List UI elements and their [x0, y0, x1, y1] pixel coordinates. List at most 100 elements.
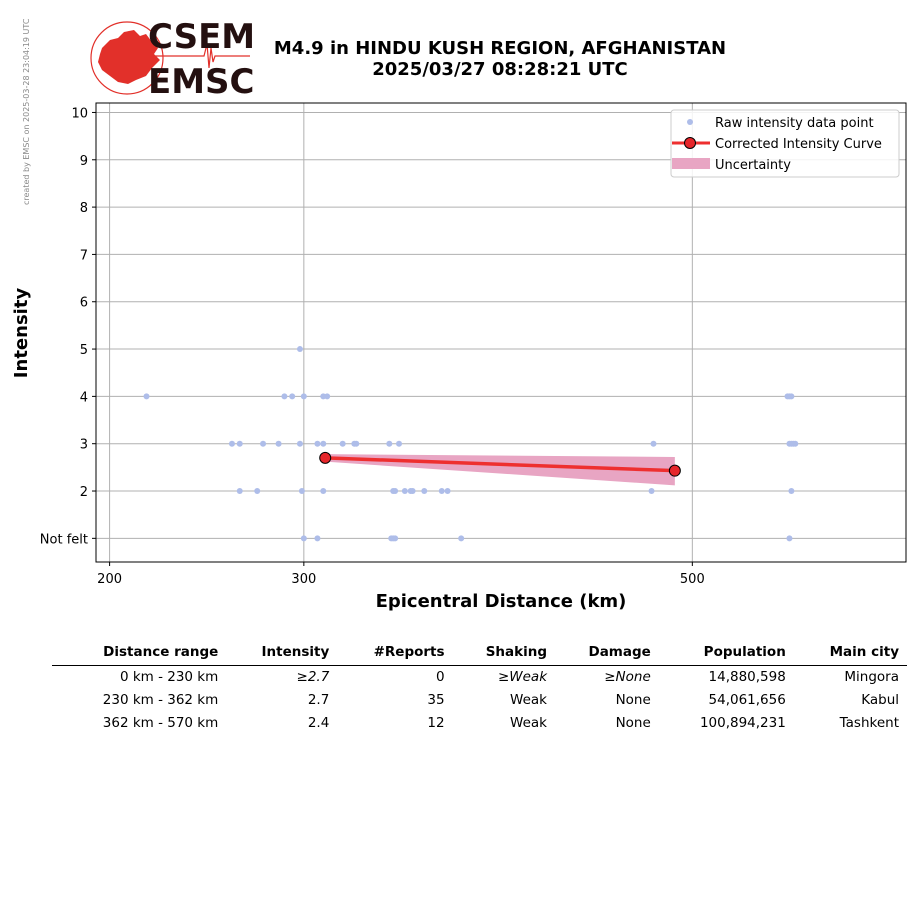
y-tick-label: 8: [80, 201, 88, 216]
raw-data-point: [143, 393, 150, 400]
raw-data-point: [421, 488, 428, 495]
logo-seismogram: [150, 43, 250, 69]
raw-data-point: [392, 488, 399, 495]
y-tick-label: 3: [80, 438, 88, 453]
raw-data-point: [438, 488, 445, 495]
raw-data-point: [300, 535, 307, 542]
raw-data-point: [296, 440, 303, 447]
legend-uncertainty-label: Uncertainty: [715, 158, 791, 173]
raw-data-point: [458, 535, 465, 542]
raw-data-point: [409, 488, 416, 495]
raw-data-point: [300, 393, 307, 400]
raw-data-point: [353, 440, 360, 447]
y-tick-label: 7: [80, 248, 88, 263]
raw-data-point: [314, 535, 321, 542]
y-axis-label: Intensity: [11, 288, 32, 379]
y-tick-label: 4: [80, 390, 88, 405]
y-tick-label: 5: [80, 343, 88, 358]
intensity-curve-layer: [319, 451, 681, 477]
raw-data-point: [444, 488, 451, 495]
raw-data-point: [792, 440, 799, 447]
raw-data-point: [254, 488, 261, 495]
y-tick-label: 2: [80, 485, 88, 500]
raw-points-layer: [143, 346, 799, 542]
raw-data-point: [260, 440, 267, 447]
col-population: Population: [658, 640, 794, 666]
logo-text-emsc: EMSC: [148, 62, 255, 98]
cell-range: 0 km - 230 km: [119, 669, 219, 685]
cell-city: Kabul: [861, 692, 899, 708]
cell-population: 100,894,231: [699, 715, 786, 731]
grid-lines: [96, 103, 906, 562]
cell-intensity: 2.7: [307, 692, 330, 708]
col-reports: #Reports: [337, 640, 453, 666]
cell-population: 54,061,656: [708, 692, 786, 708]
raw-data-point: [786, 535, 793, 542]
legend-raw-swatch: [687, 119, 693, 125]
cell-reports: 0: [435, 669, 445, 685]
x-axis-label: Epicentral Distance (km): [376, 591, 627, 612]
col-main-city: Main city: [793, 640, 907, 666]
table-row: 362 km - 570 km 2.4 12 Weak None 100,894…: [52, 712, 907, 735]
cell-damage: ≥None: [604, 669, 651, 685]
raw-data-point: [275, 440, 282, 447]
title-event: M4.9 in HINDU KUSH REGION, AFGHANISTAN: [273, 38, 727, 59]
raw-data-point: [228, 440, 235, 447]
raw-data-point: [296, 346, 303, 353]
cell-range: 230 km - 362 km: [102, 692, 219, 708]
raw-data-point: [298, 488, 305, 495]
intensity-curve-marker: [319, 451, 332, 464]
intensity-curve-marker: [668, 464, 681, 477]
y-axis-ticks: Not felt 2 3 4 5 6 7 8 9 10: [40, 106, 96, 547]
logo-europe-map: [98, 30, 160, 84]
legend: Raw intensity data point Corrected Inten…: [670, 109, 900, 178]
table-header-row: Distance range Intensity #Reports Shakin…: [52, 640, 907, 666]
col-shaking: Shaking: [452, 640, 556, 666]
col-distance-range: Distance range: [52, 640, 227, 666]
raw-data-point: [236, 488, 243, 495]
raw-data-point: [339, 440, 346, 447]
raw-data-point: [281, 393, 288, 400]
intensity-chart: Not felt 2 3 4 5 6 7 8 9 10 200 300 500 Epicentral …: [11, 102, 907, 612]
cell-shaking: ≥Weak: [497, 669, 548, 685]
raw-data-point: [648, 488, 655, 495]
intensity-curve-line: [325, 456, 675, 473]
cell-intensity: ≥2.7: [296, 669, 330, 685]
title-datetime: 2025/03/27 08:28:21 UTC: [372, 59, 628, 80]
raw-data-point: [314, 440, 321, 447]
x-tick-label: 300: [291, 572, 316, 587]
y-tick-label: 10: [71, 106, 88, 121]
legend-curve-label: Corrected Intensity Curve: [715, 137, 882, 152]
raw-data-point: [324, 393, 331, 400]
raw-data-point: [320, 440, 327, 447]
legend-curve-swatch-marker: [684, 137, 696, 149]
cell-city: Tashkent: [839, 715, 899, 731]
cell-shaking: Weak: [510, 715, 548, 731]
raw-data-point: [396, 440, 403, 447]
cell-reports: 12: [427, 715, 445, 731]
cell-range: 362 km - 570 km: [102, 715, 219, 731]
logo-text-csem: CSEM: [148, 18, 255, 57]
x-axis-ticks: 200 300 500: [97, 562, 705, 587]
y-tick-label: 6: [80, 296, 88, 311]
summary-table: Distance range Intensity #Reports Shakin…: [52, 640, 907, 735]
cell-damage: None: [615, 692, 651, 708]
emsc-logo: CSEM EMSC: [90, 18, 255, 98]
raw-data-point: [236, 440, 243, 447]
cell-shaking: Weak: [510, 692, 548, 708]
table-row: 0 km - 230 km ≥2.7 0 ≥Weak ≥None 14,880,…: [52, 666, 907, 690]
raw-data-point: [386, 440, 393, 447]
cell-city: Mingora: [844, 669, 899, 685]
col-intensity: Intensity: [226, 640, 338, 666]
x-tick-label: 200: [97, 572, 122, 587]
raw-data-point: [788, 393, 795, 400]
x-tick-label: 500: [680, 572, 705, 587]
raw-data-point: [392, 535, 399, 542]
raw-data-point: [401, 488, 408, 495]
y-tick-label: 9: [80, 154, 88, 169]
raw-data-point: [320, 488, 327, 495]
chart-title: M4.9 in HINDU KUSH REGION, AFGHANISTAN 2…: [250, 38, 750, 80]
legend-raw-label: Raw intensity data point: [715, 116, 874, 131]
summary-table-container: Distance range Intensity #Reports Shakin…: [52, 640, 907, 735]
raw-data-point: [788, 488, 795, 495]
